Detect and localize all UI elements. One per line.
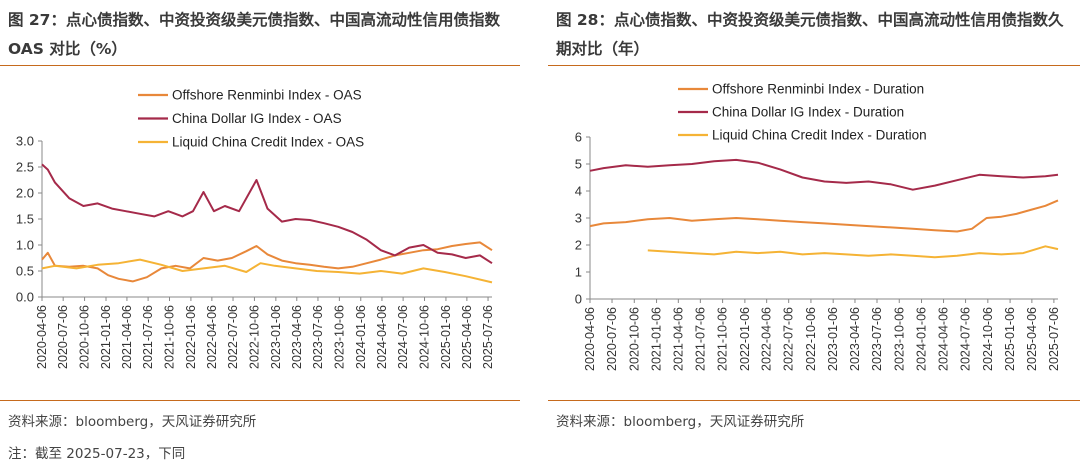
y-tick-label: 6 — [575, 130, 582, 145]
x-tick-label: 2023-04-06 — [290, 305, 304, 369]
x-tick-label: 2024-07-06 — [959, 307, 973, 371]
x-tick-label: 2020-10-06 — [78, 305, 92, 369]
x-tick-label: 2020-04-06 — [35, 305, 49, 369]
x-tick-label: 2022-04-06 — [205, 305, 219, 369]
x-tick-label: 2023-10-06 — [332, 305, 346, 369]
x-tick-label: 2025-07-06 — [481, 305, 495, 369]
x-tick-label: 2022-07-06 — [782, 307, 796, 371]
x-tick-label: 2025-01-06 — [1003, 307, 1017, 371]
source-note: 资料来源：bloomberg，天风证券研究所 — [8, 414, 257, 430]
y-tick-label: 3.0 — [16, 134, 34, 149]
bottom-rule — [548, 400, 1080, 401]
x-tick-label: 2020-10-06 — [627, 307, 641, 371]
source-note: 资料来源：bloomberg，天风证券研究所 — [556, 414, 805, 430]
x-tick-label: 2022-01-06 — [184, 305, 198, 369]
x-tick-label: 2024-10-06 — [981, 307, 995, 371]
x-tick-label: 2023-01-06 — [826, 307, 840, 371]
top-rule — [548, 65, 1080, 66]
y-tick-label: 1 — [575, 265, 582, 280]
y-tick-label: 0.5 — [16, 264, 34, 279]
legend-label: Offshore Renminbi Index - Duration — [712, 82, 924, 97]
x-tick-label: 2022-07-06 — [226, 305, 240, 369]
x-tick-label: 2024-01-06 — [915, 307, 929, 371]
x-tick-label: 2025-07-06 — [1047, 307, 1061, 371]
y-tick-label: 2.5 — [16, 160, 34, 175]
duration-line-chart: 0 1 2 3 4 5 6 2020-04-06 2020-07-06 2020-10-06 202… — [575, 82, 1061, 371]
x-tick-label: 2023-04-06 — [848, 307, 862, 371]
duration-series-line-1 — [589, 199, 1059, 233]
duration-chart-area: 0 1 2 3 4 5 6 2020-04-06 2020-07-06 2020-10-06 202… — [548, 66, 1080, 404]
x-tick-label: 2023-10-06 — [892, 307, 906, 371]
x-tick-label: 2020-07-06 — [56, 305, 70, 369]
x-tick-label: 2024-01-06 — [354, 305, 368, 369]
top-rule — [0, 65, 520, 66]
y-tick-label: 4 — [575, 184, 582, 199]
x-tick-label: 2021-10-06 — [163, 305, 177, 369]
x-tick-label: 2025-04-06 — [1025, 307, 1039, 371]
y-tick-label: 2.0 — [16, 186, 34, 201]
y-tick-label: 0 — [575, 292, 582, 307]
x-tick-label: 2022-10-06 — [804, 307, 818, 371]
x-tick-label: 2020-04-06 — [583, 307, 597, 371]
x-tick-label: 2020-07-06 — [605, 307, 619, 371]
x-tick-label: 2021-04-06 — [120, 305, 134, 369]
x-tick-label: 2023-07-06 — [311, 305, 325, 369]
duration-series-line-3 — [647, 245, 1059, 259]
x-tick-label: 2024-04-06 — [937, 307, 951, 371]
legend-label: China Dollar IG Index - OAS — [172, 111, 342, 126]
y-tick-label: 1.5 — [16, 212, 34, 227]
legend-label: Liquid China Credit Index - Duration — [712, 128, 927, 143]
x-tick-label: 2023-07-06 — [870, 307, 884, 371]
x-tick-label: 2021-04-06 — [671, 307, 685, 371]
y-tick-label: 5 — [575, 157, 582, 172]
legend-label: Liquid China Credit Index - OAS — [172, 135, 364, 150]
x-tick-label: 2022-10-06 — [247, 305, 261, 369]
oas-series-line-3 — [41, 258, 493, 284]
x-tick-label: 2023-01-06 — [269, 305, 283, 369]
chart-title-oas: 图 27：点心债指数、中资投资级美元债指数、中国高流动性信用债指数 OAS 对比… — [8, 11, 500, 58]
y-tick-label: 2 — [575, 238, 582, 253]
x-tick-label: 2022-04-06 — [760, 307, 774, 371]
y-tick-label: 3 — [575, 211, 582, 226]
duration-series-line-2 — [589, 158, 1059, 191]
x-tick-label: 2025-01-06 — [439, 305, 453, 369]
y-tick-label: 1.0 — [16, 238, 34, 253]
x-tick-label: 2021-07-06 — [141, 305, 155, 369]
x-tick-label: 2024-10-06 — [418, 305, 432, 369]
x-tick-label: 2025-04-06 — [460, 305, 474, 369]
oas-line-chart: 0.0 0.5 1.0 1.5 2.0 2.5 3.0 2020-04-06 2020-07-0… — [16, 88, 495, 369]
legend-label: China Dollar IG Index - Duration — [712, 105, 904, 120]
y-tick-label: 0.0 — [16, 290, 34, 305]
x-tick-label: 2024-07-06 — [396, 305, 410, 369]
oas-series-line-2 — [41, 163, 493, 265]
oas-series-line-1 — [41, 241, 493, 283]
x-tick-label: 2021-07-06 — [693, 307, 707, 371]
legend-label: Offshore Renminbi Index - OAS — [172, 88, 362, 103]
x-tick-label: 2021-01-06 — [99, 305, 113, 369]
date-note: 注：截至 2025-07-23，下同 — [8, 446, 186, 462]
x-tick-label: 2021-01-06 — [650, 307, 664, 371]
bottom-rule — [0, 400, 520, 401]
x-tick-label: 2021-10-06 — [716, 307, 730, 371]
x-tick-label: 2024-04-06 — [375, 305, 389, 369]
oas-chart-area: 0.0 0.5 1.0 1.5 2.0 2.5 3.0 2020-04-06 2020-07-0… — [0, 66, 520, 404]
x-tick-label: 2022-01-06 — [738, 307, 752, 371]
chart-title-duration: 图 28：点心债指数、中资投资级美元债指数、中国高流动性信用债指数久期对比（年） — [556, 11, 1064, 58]
